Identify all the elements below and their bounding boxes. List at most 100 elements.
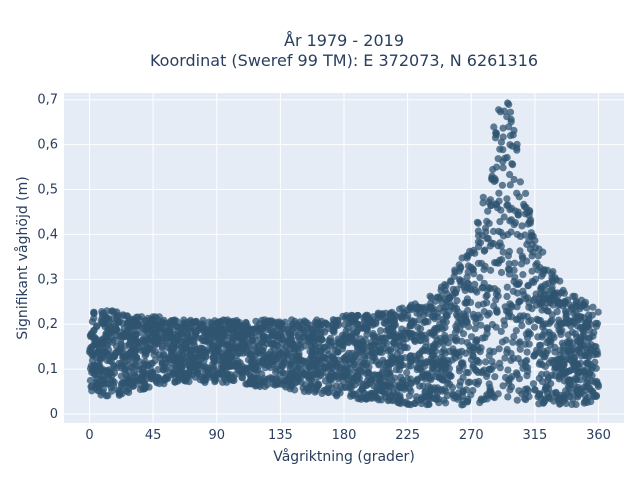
data-point xyxy=(204,371,212,379)
data-point xyxy=(522,203,530,212)
data-point xyxy=(291,344,299,352)
data-point xyxy=(396,359,404,367)
data-point xyxy=(511,273,519,281)
data-point xyxy=(436,294,444,303)
data-point xyxy=(544,376,552,384)
data-point xyxy=(492,296,500,304)
data-point xyxy=(566,301,575,309)
data-point xyxy=(406,352,414,360)
data-point xyxy=(471,378,479,386)
data-point xyxy=(341,314,349,322)
data-point xyxy=(212,334,220,342)
data-point xyxy=(238,335,246,343)
data-point xyxy=(492,129,500,137)
y-tick-label: 0 xyxy=(50,407,58,422)
data-point xyxy=(565,349,574,357)
data-point xyxy=(189,362,197,371)
data-point xyxy=(330,355,338,363)
data-point xyxy=(133,345,141,353)
data-point xyxy=(516,338,524,346)
x-tick-label: 0 xyxy=(85,428,93,443)
data-point xyxy=(404,329,412,337)
data-point xyxy=(251,366,259,374)
data-point xyxy=(474,238,482,246)
y-tick-label: 0,3 xyxy=(37,272,58,287)
data-point xyxy=(549,331,557,339)
data-point xyxy=(340,366,348,375)
data-point xyxy=(88,318,96,326)
data-point xyxy=(339,377,347,385)
data-point xyxy=(496,239,504,247)
data-point xyxy=(571,330,579,338)
data-point xyxy=(496,218,504,226)
data-point xyxy=(516,345,524,353)
data-point xyxy=(166,369,174,377)
data-point xyxy=(378,369,386,377)
data-point xyxy=(301,370,309,379)
x-tick-label: 225 xyxy=(395,428,420,443)
data-point xyxy=(523,240,531,249)
data-point xyxy=(521,395,529,403)
y-axis-title: Signifikant våghöjd (m) xyxy=(14,176,31,339)
data-point xyxy=(479,199,487,207)
data-point xyxy=(118,349,126,357)
data-point xyxy=(567,366,575,374)
data-point xyxy=(582,321,590,329)
data-point xyxy=(572,386,581,394)
data-point xyxy=(419,394,427,402)
data-point xyxy=(551,348,559,356)
data-point xyxy=(428,313,436,321)
data-point xyxy=(261,351,269,359)
data-point xyxy=(261,360,269,368)
data-point xyxy=(500,213,508,221)
data-point xyxy=(247,326,255,334)
data-point xyxy=(191,355,199,363)
data-point xyxy=(459,400,467,409)
data-point xyxy=(470,270,478,278)
data-point xyxy=(530,323,539,331)
data-point xyxy=(507,228,515,236)
data-point xyxy=(507,302,515,310)
data-point xyxy=(158,328,166,336)
data-point xyxy=(478,334,487,342)
data-point xyxy=(576,336,585,344)
data-point xyxy=(286,322,294,330)
data-point xyxy=(420,318,428,327)
data-point xyxy=(507,356,515,364)
data-point xyxy=(219,363,228,371)
data-point xyxy=(439,315,447,323)
data-point xyxy=(543,299,551,307)
data-point xyxy=(189,346,197,354)
data-point xyxy=(393,386,401,394)
data-point xyxy=(518,322,526,330)
data-point xyxy=(243,331,251,339)
data-point xyxy=(279,336,287,344)
data-point xyxy=(300,387,308,396)
data-point xyxy=(363,324,371,332)
data-point xyxy=(395,366,403,374)
data-point xyxy=(177,345,185,353)
data-point xyxy=(194,370,202,378)
data-point xyxy=(359,345,367,354)
data-point xyxy=(491,373,499,381)
data-point xyxy=(462,368,470,376)
data-point xyxy=(403,314,411,322)
data-point xyxy=(507,349,515,358)
data-point xyxy=(342,331,350,339)
data-point xyxy=(235,330,243,338)
data-point xyxy=(472,338,480,346)
data-point xyxy=(498,256,506,264)
data-point xyxy=(311,362,319,370)
data-point xyxy=(459,362,467,370)
data-point xyxy=(380,334,388,342)
data-point xyxy=(449,391,457,399)
data-point xyxy=(355,321,363,329)
x-tick-label: 360 xyxy=(586,428,611,443)
data-point xyxy=(530,278,538,286)
data-point xyxy=(405,400,413,408)
data-point xyxy=(511,219,519,227)
data-point xyxy=(141,368,149,376)
data-point xyxy=(108,307,116,315)
data-point xyxy=(446,277,455,285)
